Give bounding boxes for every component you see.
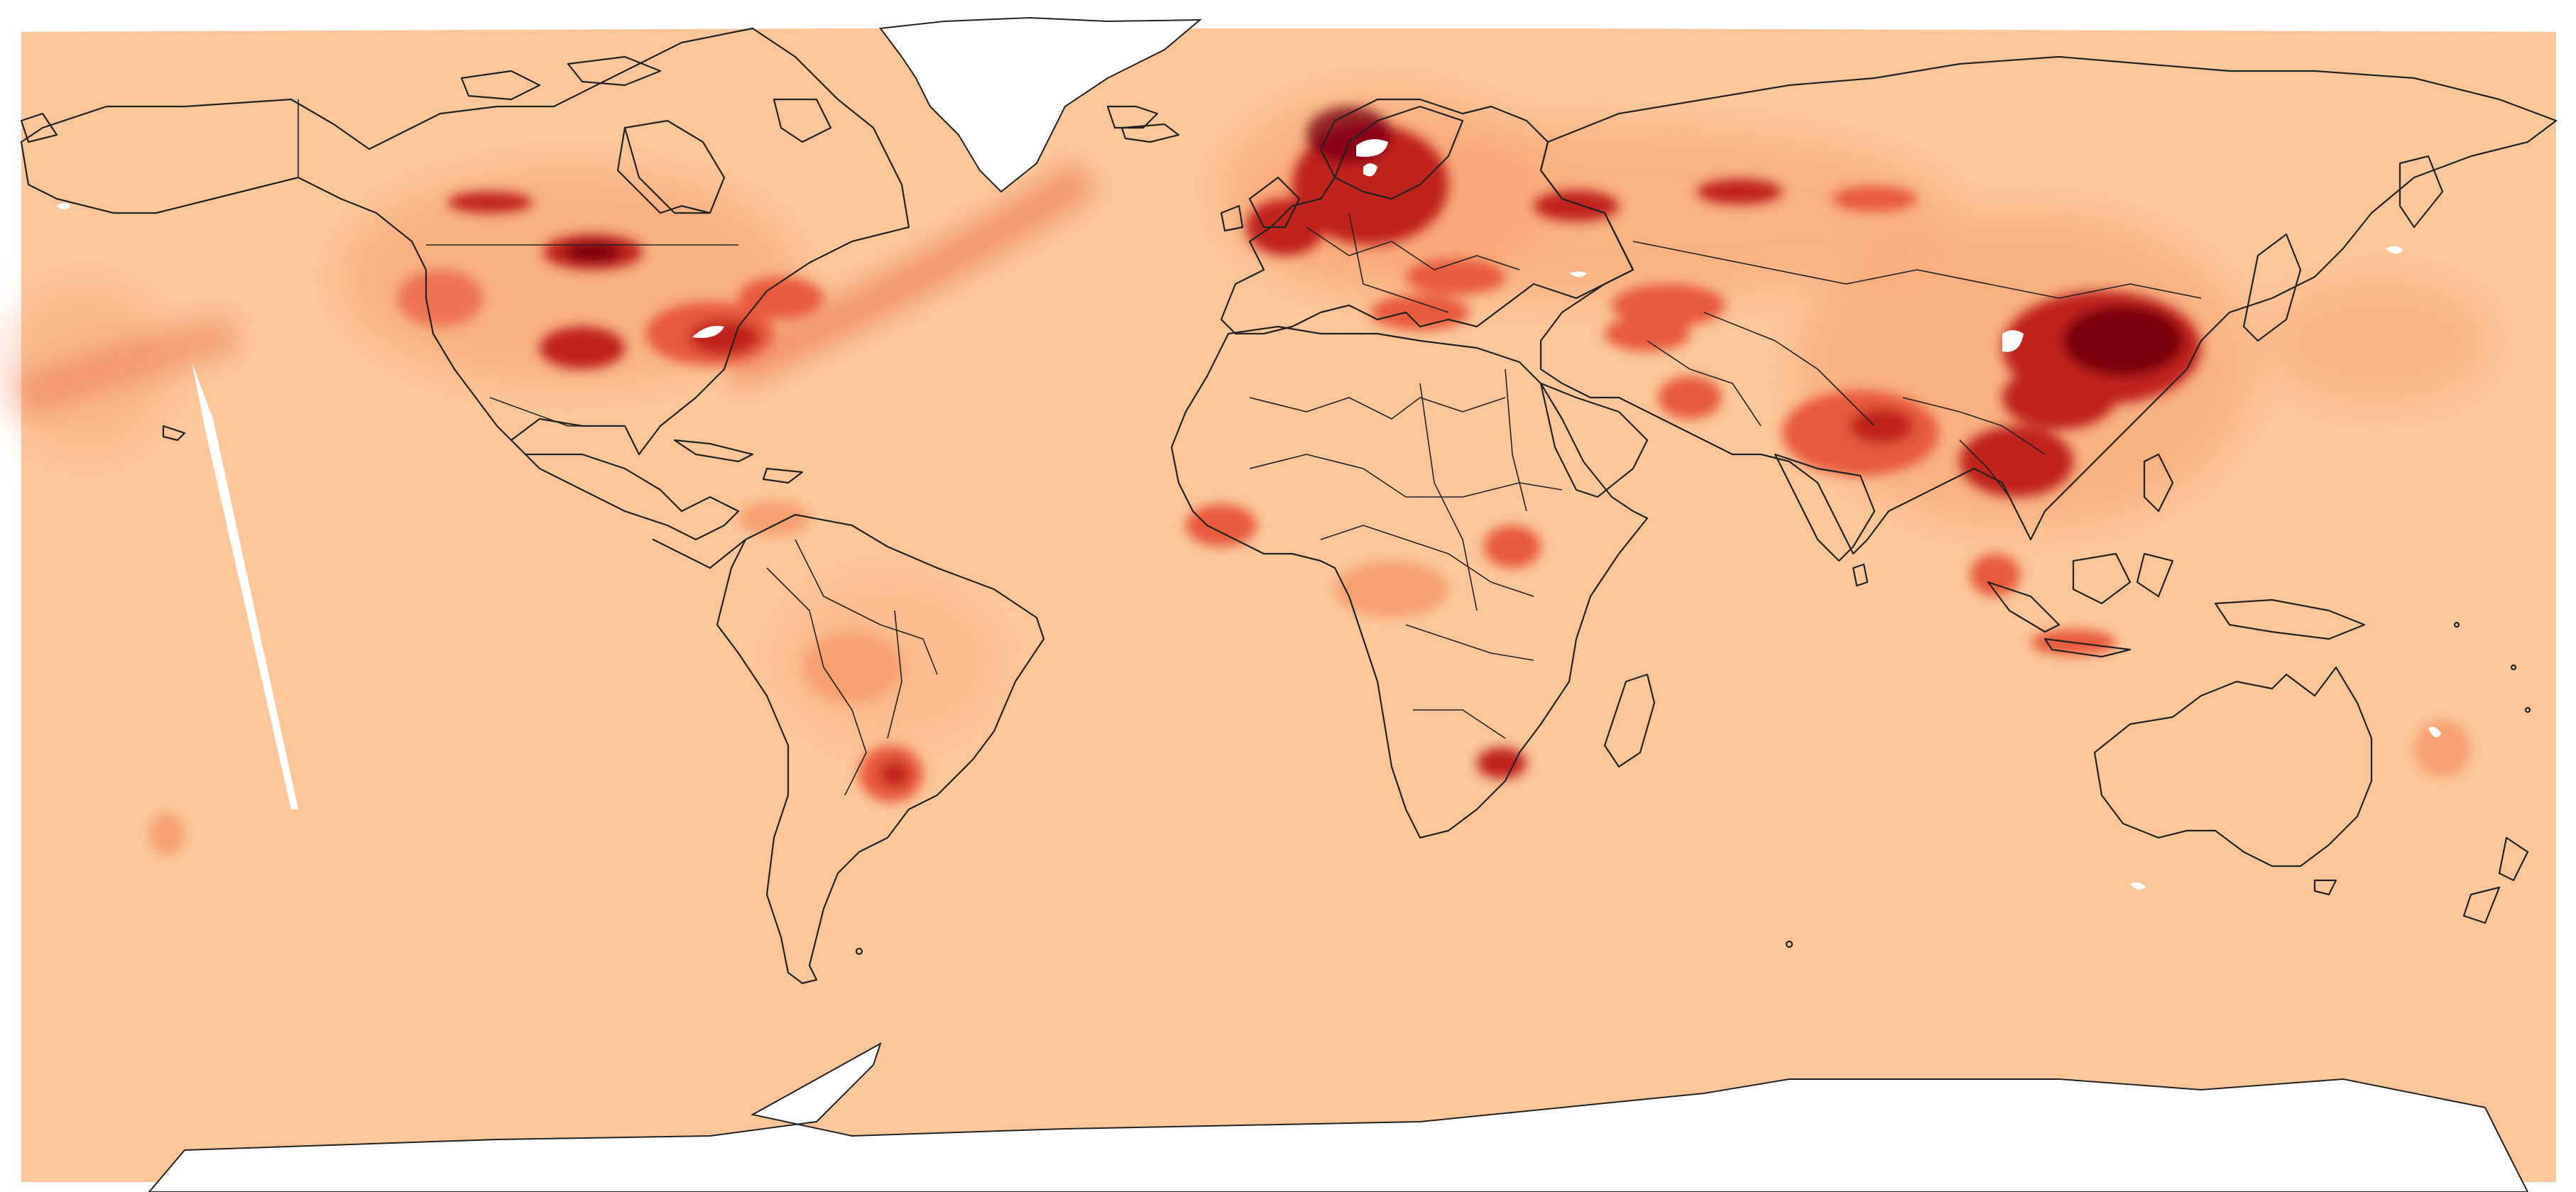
hotspot-southeast-asia — [1960, 426, 2073, 497]
greenland-coast — [879, 16, 1202, 193]
coastlines — [20, 16, 2558, 985]
country-borders — [298, 99, 2202, 796]
antarctica — [148, 1041, 2529, 1192]
hotspot-russia — [1534, 190, 1619, 222]
hotspot-west-africa — [1186, 504, 1257, 547]
atlantic-plume — [724, 160, 1097, 388]
australia-coast — [2093, 666, 2373, 868]
hotspot-southern-africa — [1477, 748, 1527, 779]
small-islands — [855, 621, 2531, 956]
north-america-coast — [20, 27, 910, 541]
no-data-layer — [57, 139, 2441, 890]
south-america-coast — [716, 513, 1045, 985]
africa-coast — [1170, 325, 1649, 839]
